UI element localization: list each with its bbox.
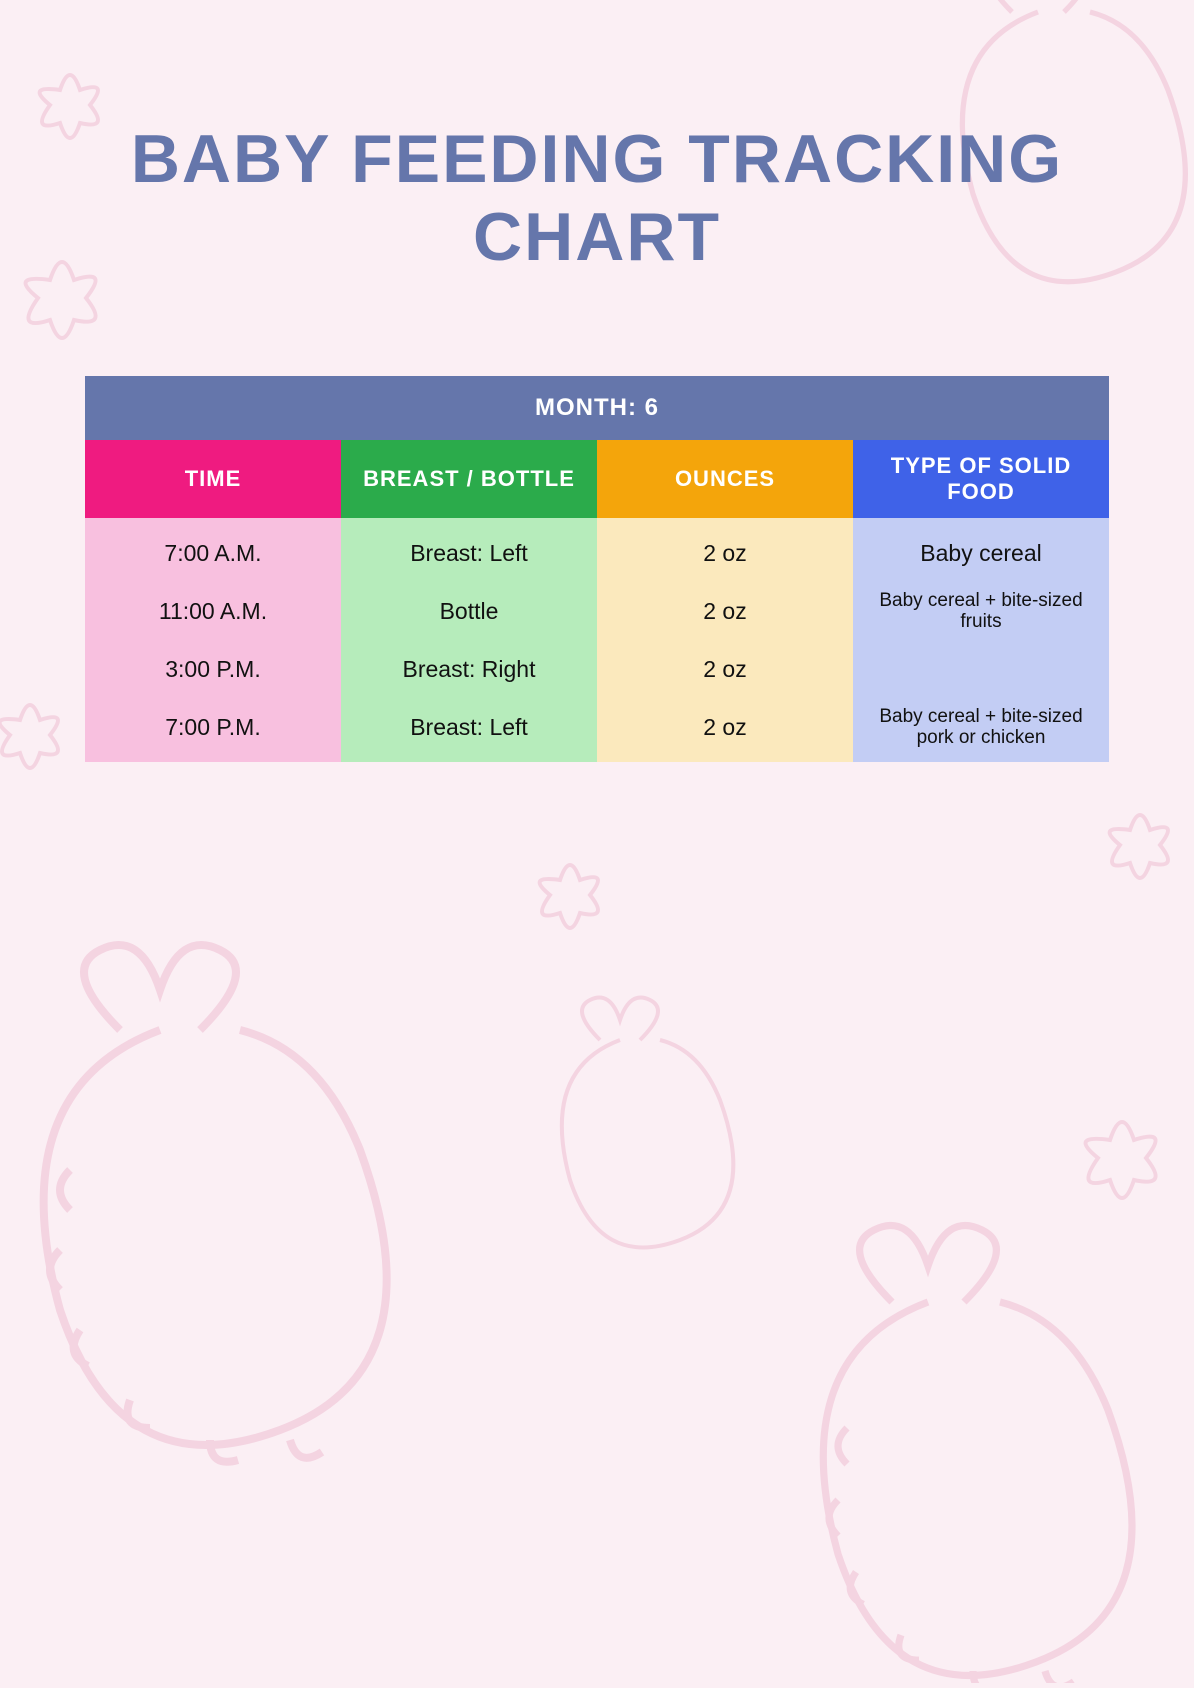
- table-cell: 7:00 P.M.: [85, 698, 341, 756]
- table-cell: 11:00 A.M.: [85, 582, 341, 640]
- table-column: BREAST / BOTTLEBreast: LeftBottleBreast:…: [341, 440, 597, 762]
- page-title: BABY FEEDING TRACKING CHART: [85, 120, 1109, 276]
- table-column: TYPE OF SOLID FOODBaby cerealBaby cereal…: [853, 440, 1109, 762]
- table-cell: 2 oz: [597, 524, 853, 582]
- column-header: BREAST / BOTTLE: [341, 440, 597, 518]
- feeding-table: TIME 7:00 A.M.11:00 A.M.3:00 P.M.7:00 P.M…: [85, 440, 1109, 762]
- table-cell: 2 oz: [597, 640, 853, 698]
- table-column: TIME 7:00 A.M.11:00 A.M.3:00 P.M.7:00 P.M…: [85, 440, 341, 762]
- column-header: TIME: [85, 440, 341, 518]
- table-cell: Baby cereal + bite-sized pork or chicken: [853, 698, 1109, 756]
- table-column: OUNCES2 oz2 oz2 oz2 oz: [597, 440, 853, 762]
- table-cell: Baby cereal: [853, 524, 1109, 582]
- table-cell: 7:00 A.M.: [85, 524, 341, 582]
- table-cell: Breast: Left: [341, 698, 597, 756]
- table-cell: 2 oz: [597, 582, 853, 640]
- table-cell: Baby cereal + bite-sized fruits: [853, 582, 1109, 640]
- column-header: TYPE OF SOLID FOOD: [853, 440, 1109, 518]
- table-cell: Breast: Right: [341, 640, 597, 698]
- table-cell: 3:00 P.M.: [85, 640, 341, 698]
- table-cell: Bottle: [341, 582, 597, 640]
- column-header: OUNCES: [597, 440, 853, 518]
- table-cell: 2 oz: [597, 698, 853, 756]
- table-cell: [853, 640, 1109, 698]
- table-cell: Breast: Left: [341, 524, 597, 582]
- month-bar: MONTH: 6: [85, 376, 1109, 440]
